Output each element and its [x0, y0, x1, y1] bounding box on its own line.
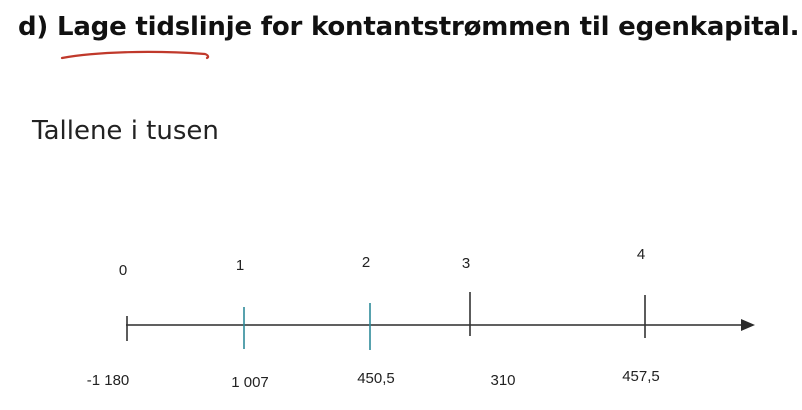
timeline-arrow [741, 319, 755, 331]
cash-flow-value-0: -1 180 [87, 372, 130, 389]
cash-flow-value-1: 1 007 [231, 374, 269, 391]
heading-text: Lage tidslinje for kontantstrømmen til e… [56, 12, 800, 42]
heading: d) Lage tidslinje for kontantstrømmen ti… [18, 12, 799, 42]
cash-flow-value-2: 450,5 [357, 370, 395, 387]
cash-flow-value-4: 457,5 [622, 368, 660, 385]
heading-prefix: d) [18, 12, 49, 42]
period-label-2: 2 [362, 254, 370, 271]
period-label-1: 1 [236, 257, 244, 274]
cash-flow-value-3: 310 [490, 372, 515, 389]
period-label-3: 3 [462, 255, 470, 272]
period-label-0: 0 [119, 262, 127, 279]
period-label-4: 4 [637, 246, 645, 263]
subtitle: Tallene i tusen [32, 116, 219, 146]
